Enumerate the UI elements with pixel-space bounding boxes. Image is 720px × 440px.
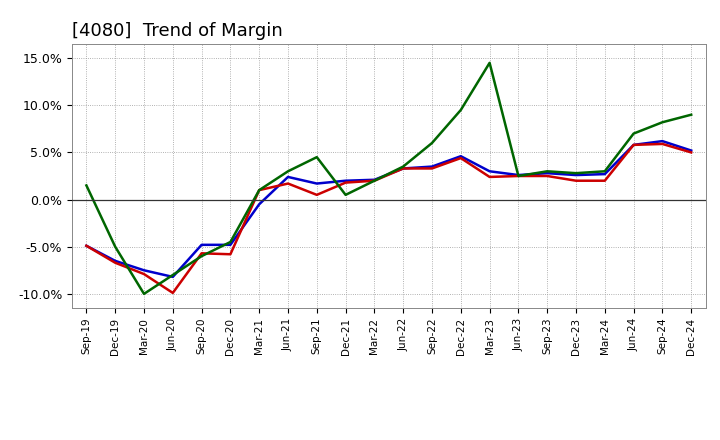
Ordinary Income bbox=[197, 242, 206, 247]
Ordinary Income bbox=[485, 169, 494, 174]
Ordinary Income bbox=[514, 172, 523, 178]
Ordinary Income bbox=[658, 139, 667, 144]
Line: Net Income: Net Income bbox=[86, 144, 691, 293]
Text: [4080]  Trend of Margin: [4080] Trend of Margin bbox=[72, 22, 283, 40]
Operating Cashflow bbox=[399, 164, 408, 169]
Operating Cashflow bbox=[658, 120, 667, 125]
Line: Operating Cashflow: Operating Cashflow bbox=[86, 63, 691, 294]
Operating Cashflow bbox=[255, 187, 264, 193]
Net Income bbox=[629, 142, 638, 147]
Operating Cashflow bbox=[428, 140, 436, 146]
Net Income bbox=[428, 166, 436, 171]
Operating Cashflow bbox=[572, 171, 580, 176]
Ordinary Income bbox=[341, 178, 350, 183]
Net Income bbox=[514, 173, 523, 179]
Ordinary Income bbox=[226, 242, 235, 247]
Net Income bbox=[341, 180, 350, 185]
Net Income bbox=[226, 252, 235, 257]
Line: Ordinary Income: Ordinary Income bbox=[86, 141, 691, 277]
Ordinary Income bbox=[456, 154, 465, 159]
Net Income bbox=[82, 243, 91, 249]
Net Income bbox=[600, 178, 609, 183]
Net Income bbox=[140, 271, 148, 277]
Ordinary Income bbox=[82, 243, 91, 249]
Operating Cashflow bbox=[82, 183, 91, 188]
Ordinary Income bbox=[600, 172, 609, 177]
Operating Cashflow bbox=[370, 178, 379, 183]
Net Income bbox=[543, 173, 552, 179]
Operating Cashflow bbox=[284, 169, 292, 174]
Operating Cashflow bbox=[629, 131, 638, 136]
Ordinary Income bbox=[111, 258, 120, 264]
Operating Cashflow bbox=[312, 154, 321, 160]
Ordinary Income bbox=[255, 202, 264, 207]
Net Income bbox=[312, 192, 321, 198]
Ordinary Income bbox=[168, 274, 177, 279]
Ordinary Income bbox=[687, 148, 696, 153]
Ordinary Income bbox=[629, 142, 638, 147]
Net Income bbox=[284, 181, 292, 186]
Operating Cashflow bbox=[456, 107, 465, 113]
Net Income bbox=[111, 260, 120, 265]
Net Income bbox=[456, 155, 465, 161]
Net Income bbox=[370, 178, 379, 183]
Ordinary Income bbox=[284, 174, 292, 180]
Operating Cashflow bbox=[140, 291, 148, 297]
Ordinary Income bbox=[140, 268, 148, 273]
Net Income bbox=[399, 166, 408, 171]
Ordinary Income bbox=[312, 181, 321, 186]
Net Income bbox=[255, 187, 264, 193]
Net Income bbox=[485, 174, 494, 180]
Ordinary Income bbox=[399, 166, 408, 171]
Ordinary Income bbox=[572, 172, 580, 178]
Operating Cashflow bbox=[514, 173, 523, 179]
Operating Cashflow bbox=[226, 239, 235, 245]
Operating Cashflow bbox=[197, 253, 206, 259]
Net Income bbox=[658, 141, 667, 147]
Operating Cashflow bbox=[687, 112, 696, 117]
Ordinary Income bbox=[543, 171, 552, 176]
Operating Cashflow bbox=[600, 169, 609, 174]
Net Income bbox=[168, 290, 177, 296]
Ordinary Income bbox=[428, 164, 436, 169]
Operating Cashflow bbox=[111, 244, 120, 249]
Operating Cashflow bbox=[341, 192, 350, 198]
Operating Cashflow bbox=[543, 169, 552, 174]
Operating Cashflow bbox=[168, 272, 177, 278]
Net Income bbox=[687, 150, 696, 155]
Operating Cashflow bbox=[485, 60, 494, 66]
Net Income bbox=[197, 251, 206, 256]
Ordinary Income bbox=[370, 177, 379, 183]
Net Income bbox=[572, 178, 580, 183]
